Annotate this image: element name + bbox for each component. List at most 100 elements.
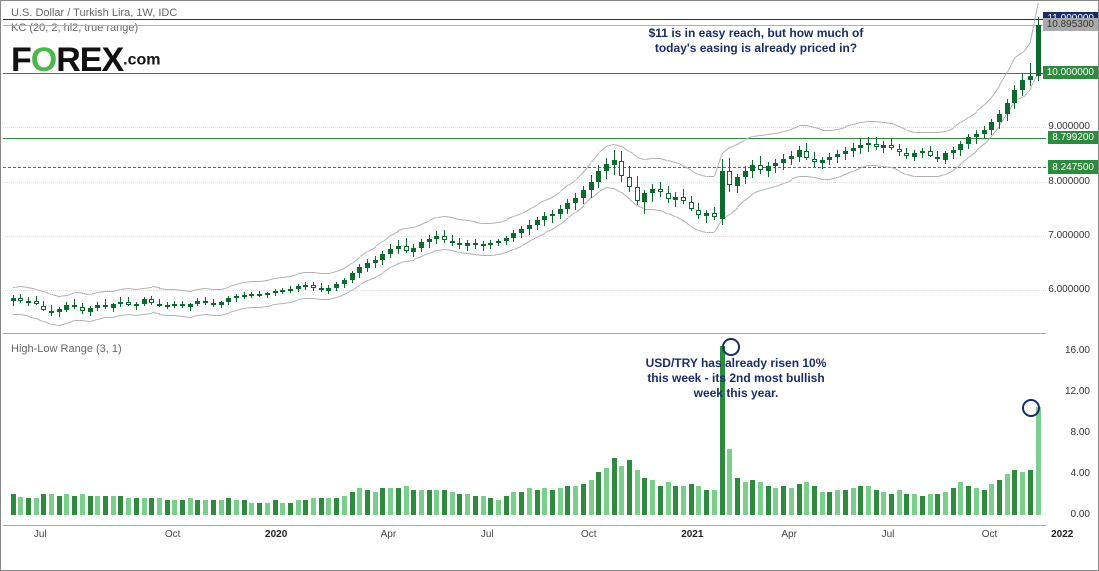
hl-bar[interactable] xyxy=(388,488,393,515)
candle[interactable] xyxy=(720,159,725,225)
candle[interactable] xyxy=(673,192,678,207)
hl-bar[interactable] xyxy=(542,488,547,515)
candle[interactable] xyxy=(704,210,709,223)
hl-bar[interactable] xyxy=(773,488,778,515)
candle[interactable] xyxy=(442,230,447,243)
hl-bar[interactable] xyxy=(188,498,193,514)
candle[interactable] xyxy=(920,148,925,158)
hl-bar[interactable] xyxy=(481,496,486,514)
hl-bar[interactable] xyxy=(897,490,902,515)
candle[interactable] xyxy=(912,150,917,161)
candle[interactable] xyxy=(874,137,879,150)
candle[interactable] xyxy=(689,196,694,211)
candle[interactable] xyxy=(311,282,316,291)
candle[interactable] xyxy=(881,141,886,153)
candle[interactable] xyxy=(380,251,385,265)
hl-bar[interactable] xyxy=(118,496,123,514)
hl-bar[interactable] xyxy=(781,486,786,515)
candle[interactable] xyxy=(373,256,378,268)
candle[interactable] xyxy=(188,303,193,312)
hl-bar[interactable] xyxy=(504,496,509,514)
hl-bar[interactable] xyxy=(928,494,933,514)
candle[interactable] xyxy=(450,235,455,247)
candle[interactable] xyxy=(26,297,31,306)
candle[interactable] xyxy=(897,144,902,156)
candle[interactable] xyxy=(789,151,794,165)
hl-bar[interactable] xyxy=(488,498,493,514)
hl-bar[interactable] xyxy=(989,484,994,515)
candle[interactable] xyxy=(681,189,686,204)
candle[interactable] xyxy=(589,175,594,198)
candle[interactable] xyxy=(257,291,262,297)
hl-bar[interactable] xyxy=(18,497,23,514)
candle[interactable] xyxy=(604,158,609,180)
candle[interactable] xyxy=(827,153,832,165)
hl-bar[interactable] xyxy=(326,498,331,514)
hl-bar[interactable] xyxy=(465,494,470,514)
hl-bar[interactable] xyxy=(404,486,409,515)
candle[interactable] xyxy=(712,207,717,220)
hl-bar[interactable] xyxy=(419,490,424,515)
candle[interactable] xyxy=(157,299,162,307)
candle[interactable] xyxy=(820,157,825,169)
hl-bar[interactable] xyxy=(211,500,216,514)
candle[interactable] xyxy=(650,184,655,202)
candle[interactable] xyxy=(434,231,439,244)
hl-bar[interactable] xyxy=(843,490,848,515)
hl-bar[interactable] xyxy=(689,484,694,515)
hl-bar[interactable] xyxy=(142,498,147,514)
candle[interactable] xyxy=(858,139,863,154)
hl-bar[interactable] xyxy=(442,490,447,515)
candle[interactable] xyxy=(550,210,555,223)
hl-bar[interactable] xyxy=(535,490,540,515)
hl-bar[interactable] xyxy=(681,486,686,515)
candle[interactable] xyxy=(11,295,16,306)
candle[interactable] xyxy=(635,176,640,205)
hl-bar[interactable] xyxy=(596,472,601,515)
candle[interactable] xyxy=(319,283,324,292)
hl-bar[interactable] xyxy=(974,488,979,515)
hl-bar[interactable] xyxy=(758,482,763,515)
candle[interactable] xyxy=(149,296,154,305)
hl-bar[interactable] xyxy=(226,498,231,514)
candle[interactable] xyxy=(49,305,54,316)
candle[interactable] xyxy=(265,292,270,298)
candle[interactable] xyxy=(473,239,478,249)
candle[interactable] xyxy=(1020,74,1025,96)
hl-bar[interactable] xyxy=(496,500,501,514)
hl-bar[interactable] xyxy=(519,492,524,514)
hl-bar[interactable] xyxy=(350,492,355,514)
candle[interactable] xyxy=(80,303,85,314)
candle[interactable] xyxy=(743,166,748,183)
candle[interactable] xyxy=(419,239,424,252)
candle[interactable] xyxy=(180,301,185,309)
candle[interactable] xyxy=(627,166,632,192)
hl-bar[interactable] xyxy=(673,486,678,515)
hl-bar[interactable] xyxy=(958,482,963,515)
candle[interactable] xyxy=(411,244,416,257)
hl-bar[interactable] xyxy=(966,486,971,515)
hl-bar[interactable] xyxy=(180,500,185,514)
hl-bar[interactable] xyxy=(157,498,162,514)
hl-bar[interactable] xyxy=(997,480,1002,515)
hl-bar[interactable] xyxy=(920,496,925,514)
hl-bar[interactable] xyxy=(11,494,16,514)
candle[interactable] xyxy=(519,226,524,238)
candle[interactable] xyxy=(496,239,501,247)
candle[interactable] xyxy=(388,244,393,258)
hl-bar[interactable] xyxy=(303,500,308,514)
hl-bar[interactable] xyxy=(766,486,771,515)
hl-bar[interactable] xyxy=(257,503,262,515)
hl-bar[interactable] xyxy=(581,484,586,515)
hl-bar[interactable] xyxy=(619,466,624,515)
hl-bar[interactable] xyxy=(558,488,563,515)
hl-bar[interactable] xyxy=(804,482,809,515)
hl-bar[interactable] xyxy=(1005,474,1010,515)
hl-bar[interactable] xyxy=(858,486,863,515)
candle[interactable] xyxy=(565,199,570,214)
candle[interactable] xyxy=(142,297,147,306)
hl-bar[interactable] xyxy=(727,449,732,514)
candle[interactable] xyxy=(735,174,740,193)
candle[interactable] xyxy=(581,186,586,204)
candle[interactable] xyxy=(666,186,671,203)
